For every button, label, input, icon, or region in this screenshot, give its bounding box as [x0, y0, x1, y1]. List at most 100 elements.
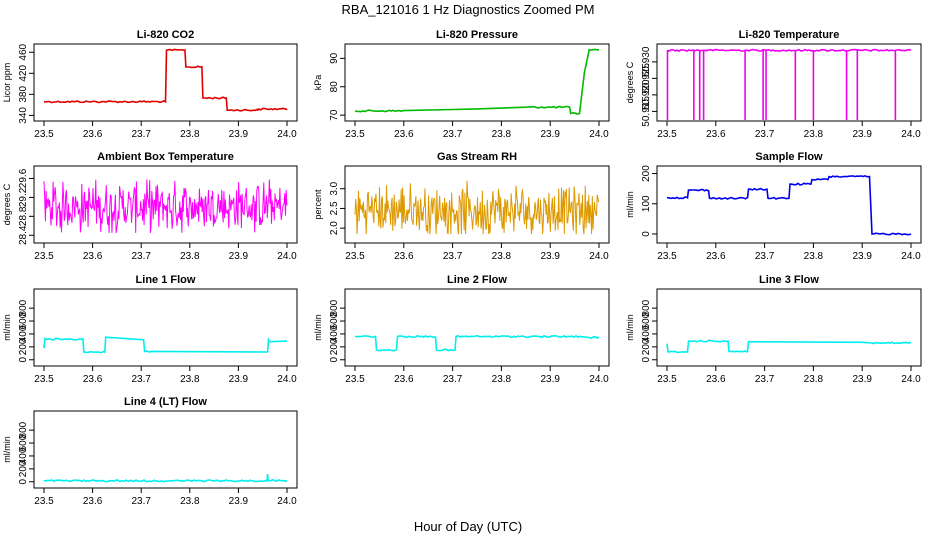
x-tick-label: 24.0	[901, 374, 921, 385]
panel-title: Li-820 Temperature	[739, 29, 840, 41]
x-tick-label: 23.5	[34, 374, 54, 385]
x-tick-label: 23.7	[755, 374, 775, 385]
plot-frame	[33, 410, 298, 489]
x-tick-label: 23.7	[443, 129, 463, 140]
y-tick-label: 380	[18, 86, 29, 103]
plot-frame	[656, 288, 922, 367]
y-tick-label: 3.0	[329, 181, 340, 195]
panel-ylabel: degrees C	[2, 183, 12, 225]
panel-1: Li-820 CO2 Licor ppm 23.5 23.6 23.7 23.8 23.9 2…	[2, 29, 298, 140]
x-tick-label: 23.8	[492, 129, 512, 140]
panel-title: Sample Flow	[755, 151, 823, 163]
y-tick-label: 200	[18, 338, 29, 355]
y-tick-label: 600	[329, 312, 340, 329]
y-tick-label: 800	[18, 421, 29, 438]
panel-title: Li-820 CO2	[137, 29, 194, 41]
panel-ylabel: ml/min	[625, 314, 635, 341]
panel-title: Li-820 Pressure	[436, 29, 518, 41]
y-tick-label: 200	[329, 338, 340, 355]
panel-title: Line 2 Flow	[447, 274, 507, 286]
y-tick-label: 400	[641, 325, 652, 342]
x-tick-label: 24.0	[901, 129, 921, 140]
series-line-temperature	[666, 48, 912, 53]
y-tick-label: 800	[329, 299, 340, 316]
panels: Li-820 CO2 Licor ppm 23.5 23.6 23.7 23.8 23.9 2…	[2, 29, 922, 507]
x-tick-label: 23.8	[804, 374, 824, 385]
series-line-line2	[354, 334, 600, 352]
y-tick-label: 100	[641, 195, 652, 212]
x-tick-label: 23.9	[229, 374, 249, 385]
x-tick-label: 23.8	[180, 374, 200, 385]
x-tick-label: 23.7	[131, 374, 151, 385]
panel-title: Line 4 (LT) Flow	[124, 396, 207, 408]
x-tick-label: 23.9	[540, 251, 560, 262]
y-tick-label: 29.6	[18, 168, 29, 188]
x-tick-label: 23.9	[229, 496, 249, 507]
x-tick-label: 23.9	[229, 129, 249, 140]
panel-3: Li-820 Temperature degrees C 23.5 23.6 23.7 2…	[625, 29, 922, 140]
y-tick-label: 90	[329, 52, 340, 64]
x-tick-label: 23.8	[492, 374, 512, 385]
x-tick-label: 23.7	[131, 129, 151, 140]
x-tick-label: 24.0	[589, 251, 609, 262]
plot-frame	[33, 43, 298, 122]
x-tick-label: 23.9	[540, 129, 560, 140]
x-tick-label: 23.8	[180, 251, 200, 262]
y-tick-label: 2.0	[329, 221, 340, 235]
y-tick-label: 600	[18, 312, 29, 329]
figure-title: RBA_121016 1 Hz Diagnostics Zoomed PM	[342, 2, 595, 17]
y-tick-label: 460	[18, 43, 29, 60]
plot-frame	[33, 165, 298, 244]
x-tick-label: 24.0	[589, 374, 609, 385]
panel-2: Li-820 Pressure kPa 23.5 23.6 23.7 23.8 23.9 24…	[313, 29, 610, 140]
series-line-line1	[43, 336, 288, 354]
x-tick-label: 23.6	[83, 251, 103, 262]
y-tick-label: 29.2	[18, 187, 29, 207]
x-tick-label: 23.6	[394, 129, 414, 140]
series-line-pressure	[354, 48, 599, 115]
x-tick-label: 23.9	[852, 129, 872, 140]
x-tick-label: 23.7	[131, 496, 151, 507]
x-tick-label: 23.9	[852, 374, 872, 385]
plot-frame	[656, 43, 922, 122]
x-tick-label: 23.6	[83, 496, 103, 507]
panel-4: Ambient Box Temperature degrees C 23.5 23.6…	[2, 151, 298, 262]
x-tick-label: 23.7	[755, 129, 775, 140]
y-tick-label: 28.4	[18, 225, 29, 245]
x-tick-label: 24.0	[277, 251, 297, 262]
y-tick-label: 600	[641, 312, 652, 329]
series-line-line4	[44, 473, 288, 483]
figure-xlabel: Hour of Day (UTC)	[414, 519, 522, 534]
x-tick-label: 23.8	[804, 251, 824, 262]
panel-ylabel: ml/min	[625, 191, 635, 218]
y-tick-label: 2.5	[329, 201, 340, 215]
y-tick-label: 400	[329, 325, 340, 342]
x-tick-label: 24.0	[277, 496, 297, 507]
x-tick-label: 23.9	[540, 374, 560, 385]
y-tick-label: 800	[641, 299, 652, 316]
x-tick-label: 23.5	[34, 251, 54, 262]
y-tick-label: 0	[641, 357, 652, 363]
x-tick-label: 24.0	[901, 251, 921, 262]
x-tick-label: 23.6	[706, 374, 726, 385]
y-tick-label: 200	[18, 460, 29, 477]
x-tick-label: 23.7	[443, 251, 463, 262]
series-line-rh	[354, 180, 600, 235]
x-tick-label: 23.7	[443, 374, 463, 385]
x-tick-label: 23.7	[131, 251, 151, 262]
x-tick-label: 23.9	[852, 251, 872, 262]
x-tick-label: 23.5	[34, 129, 54, 140]
panel-ylabel: percent	[313, 189, 323, 220]
x-tick-label: 24.0	[589, 129, 609, 140]
y-tick-label: 0	[18, 357, 29, 363]
x-tick-label: 23.5	[345, 374, 365, 385]
panel-title: Line 1 Flow	[136, 274, 196, 286]
panel-title: Gas Stream RH	[437, 151, 517, 163]
y-tick-label: 400	[18, 325, 29, 342]
x-tick-label: 23.6	[83, 374, 103, 385]
y-tick-label: 200	[641, 165, 652, 182]
panel-ylabel: ml/min	[2, 314, 12, 341]
x-tick-label: 23.6	[706, 251, 726, 262]
x-tick-label: 23.7	[755, 251, 775, 262]
